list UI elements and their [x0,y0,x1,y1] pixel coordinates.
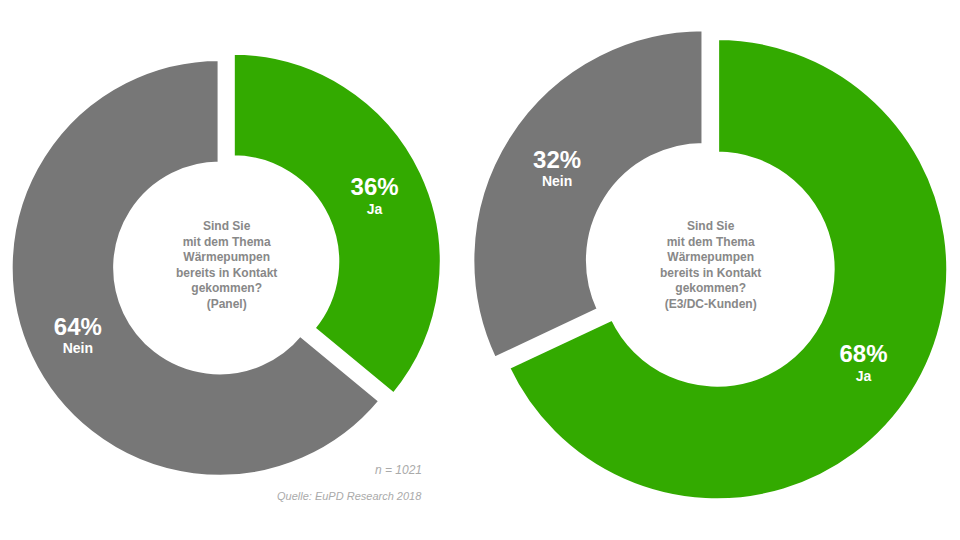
svg-text:68%Ja: 68%Ja [839,340,887,383]
svg-text:Quelle: EuPD Research 2018: Quelle: EuPD Research 2018 [277,490,422,502]
svg-text:n = 1021: n = 1021 [375,463,422,477]
svg-text:32%Nein: 32%Nein [533,146,581,189]
svg-text:64%Nein: 64%Nein [54,313,102,356]
svg-text:Sind Siemit dem ThemaWärmepump: Sind Siemit dem ThemaWärmepumpenbereits … [660,219,761,311]
svg-text:Sind Siemit dem ThemaWärmepump: Sind Siemit dem ThemaWärmepumpenbereits … [176,219,277,311]
svg-text:36%Ja: 36%Ja [351,173,399,216]
